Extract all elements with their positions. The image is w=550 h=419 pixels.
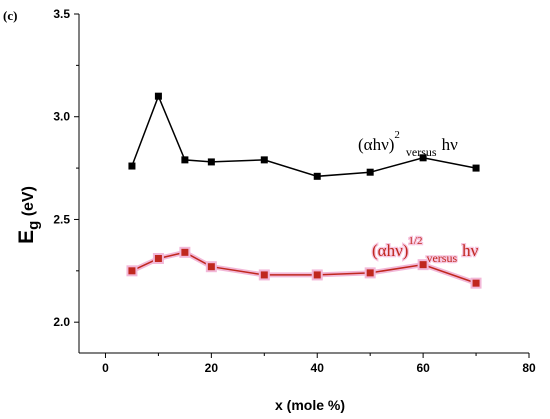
axes <box>78 14 529 354</box>
x-tick-label: 80 <box>522 361 536 375</box>
y-tick-label: 3.0 <box>53 110 70 124</box>
series-2-point <box>207 263 215 271</box>
series-1-point <box>313 172 321 180</box>
series-1-point <box>419 154 427 162</box>
x-tick-label: 20 <box>205 361 219 375</box>
series-2-point <box>366 269 374 277</box>
series-2-point <box>128 267 136 275</box>
series-1-label: (αhν)2versus hν <box>358 129 458 159</box>
y-axis-title: Eg (eV) <box>15 186 42 244</box>
x-tick-label: 40 <box>311 361 325 375</box>
panel-label: (c) <box>3 8 17 23</box>
y-axis-title-subscript: g <box>25 221 42 230</box>
series-1-point <box>260 156 268 164</box>
y-tick-label: 2.5 <box>53 212 70 226</box>
series-2-point <box>154 254 162 262</box>
series-group <box>126 92 482 289</box>
y-tick-label: 2.0 <box>53 315 70 329</box>
x-axis-title: x (mole %) <box>275 397 345 413</box>
series-1-point <box>366 168 374 176</box>
series-2-point <box>260 271 268 279</box>
x-tick-label: 0 <box>102 361 109 375</box>
series-1-line <box>131 94 477 178</box>
series-1-point <box>207 158 215 166</box>
series-1-point <box>181 156 189 164</box>
series-2-point <box>472 279 480 287</box>
y-axis-title-unit: (eV) <box>20 186 37 221</box>
x-tick-label: 60 <box>416 361 430 375</box>
y-axis-title-main: E <box>15 230 38 244</box>
ticks: 0 20 40 60 80 2.0 2.5 3.0 3.5 <box>53 7 536 375</box>
series-2-point <box>181 248 189 256</box>
series-2-point <box>419 261 427 269</box>
series-1-point <box>472 164 480 172</box>
y-tick-label: 3.5 <box>53 7 70 21</box>
series-2-point <box>313 271 321 279</box>
series-2-label: (αhν)1/2versus hν <box>372 235 479 265</box>
series-1-point <box>154 92 162 100</box>
series-1-point <box>128 162 136 170</box>
